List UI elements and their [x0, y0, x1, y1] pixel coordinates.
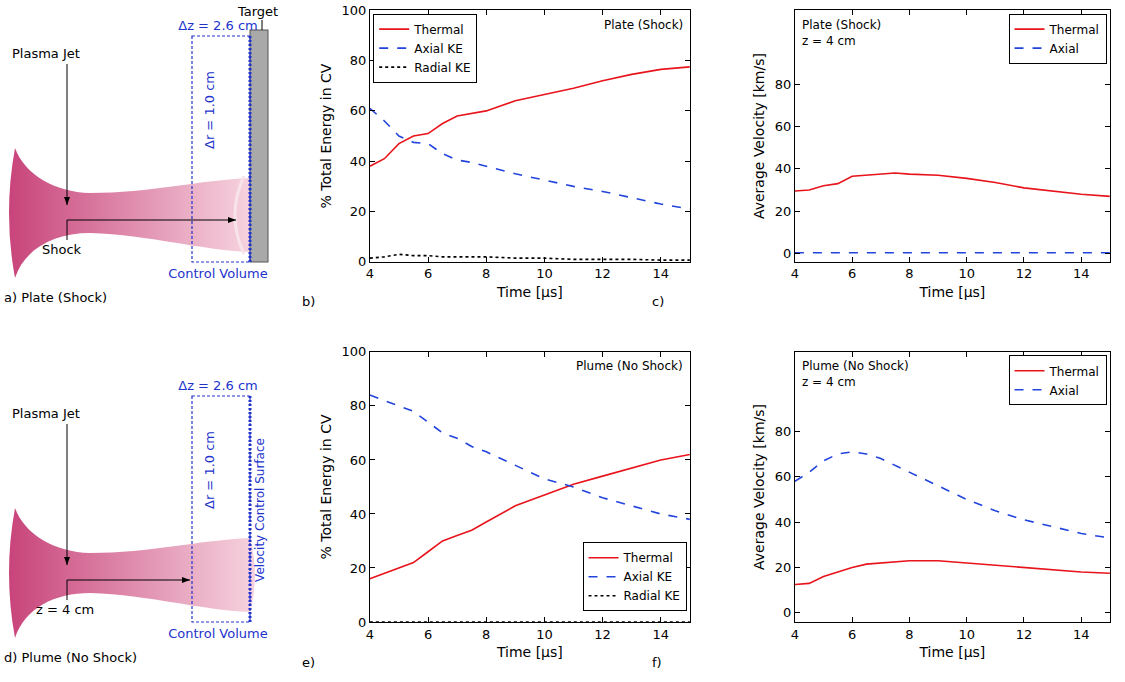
svg-text:Plume (No Shock): Plume (No Shock)	[576, 359, 683, 373]
svg-text:Axial KE: Axial KE	[624, 570, 673, 584]
svg-text:Time [μs]: Time [μs]	[496, 284, 563, 300]
svg-text:d) Plume (No Shock): d) Plume (No Shock)	[4, 650, 137, 665]
svg-text:10: 10	[958, 627, 975, 642]
svg-text:Δz = 2.6 cm: Δz = 2.6 cm	[178, 378, 258, 393]
svg-text:100: 100	[341, 3, 366, 18]
svg-text:20: 20	[350, 561, 367, 576]
svg-text:80: 80	[775, 77, 792, 92]
svg-text:4: 4	[366, 627, 374, 642]
svg-text:Thermal: Thermal	[1049, 365, 1099, 379]
svg-text:b): b)	[302, 294, 315, 309]
svg-text:Velocity Control Surface: Velocity Control Surface	[253, 438, 267, 582]
svg-text:0: 0	[358, 254, 366, 269]
svg-text:8: 8	[905, 266, 913, 281]
svg-text:10: 10	[536, 627, 553, 642]
svg-text:0: 0	[783, 246, 791, 261]
svg-text:6: 6	[424, 266, 432, 281]
svg-text:Time [μs]: Time [μs]	[918, 284, 985, 300]
svg-text:Axial: Axial	[1050, 384, 1079, 398]
svg-text:10: 10	[536, 266, 553, 281]
svg-text:Time [μs]: Time [μs]	[496, 644, 563, 660]
svg-text:Target: Target	[237, 4, 278, 19]
svg-text:80: 80	[350, 398, 367, 413]
svg-text:20: 20	[350, 204, 367, 219]
svg-text:10: 10	[958, 266, 975, 281]
svg-text:Axial: Axial	[1050, 42, 1079, 56]
svg-text:Plasma Jet: Plasma Jet	[12, 406, 80, 421]
svg-text:% Total Energy in CV: % Total Energy in CV	[318, 63, 334, 208]
svg-text:Plasma Jet: Plasma Jet	[12, 46, 80, 61]
svg-text:60: 60	[350, 452, 367, 467]
svg-text:40: 40	[350, 154, 367, 169]
svg-text:e): e)	[302, 655, 315, 670]
svg-text:Plate (Shock): Plate (Shock)	[604, 18, 683, 32]
svg-text:12: 12	[1016, 627, 1033, 642]
svg-text:4: 4	[366, 266, 374, 281]
svg-text:6: 6	[424, 627, 432, 642]
svg-text:12: 12	[594, 266, 611, 281]
svg-text:Plume (No Shock)z = 4 cm: Plume (No Shock)z = 4 cm	[802, 359, 909, 389]
svg-text:8: 8	[905, 627, 913, 642]
svg-text:8: 8	[482, 266, 490, 281]
svg-text:60: 60	[350, 103, 367, 118]
svg-text:f): f)	[652, 655, 662, 670]
svg-text:0: 0	[783, 605, 791, 620]
svg-text:14: 14	[1073, 266, 1090, 281]
svg-text:6: 6	[848, 627, 856, 642]
svg-text:12: 12	[1016, 266, 1033, 281]
svg-text:a) Plate (Shock): a) Plate (Shock)	[4, 290, 107, 305]
svg-text:Control Volume: Control Volume	[168, 626, 267, 641]
svg-text:c): c)	[652, 294, 664, 309]
svg-text:Time [μs]: Time [μs]	[918, 644, 985, 660]
svg-text:14: 14	[653, 266, 670, 281]
svg-text:Axial KE: Axial KE	[414, 42, 463, 56]
svg-text:4: 4	[791, 266, 799, 281]
svg-text:Δr = 1.0 cm: Δr = 1.0 cm	[202, 71, 217, 149]
svg-text:20: 20	[775, 560, 792, 575]
svg-text:60: 60	[775, 119, 792, 134]
svg-text:Control Volume: Control Volume	[168, 266, 267, 281]
svg-text:14: 14	[1073, 627, 1090, 642]
svg-text:40: 40	[775, 515, 792, 530]
svg-text:Plate (Shock)z = 4 cm: Plate (Shock)z = 4 cm	[802, 18, 881, 48]
svg-text:Thermal: Thermal	[1049, 23, 1099, 37]
svg-text:Shock: Shock	[42, 242, 82, 257]
svg-text:Radial KE: Radial KE	[414, 61, 470, 75]
svg-text:z = 4 cm: z = 4 cm	[36, 602, 94, 617]
svg-text:Δz = 2.6 cm: Δz = 2.6 cm	[178, 18, 258, 33]
svg-text:20: 20	[775, 204, 792, 219]
svg-text:Radial KE: Radial KE	[624, 589, 680, 603]
svg-text:Average Velocity [km/s]: Average Velocity [km/s]	[751, 53, 767, 219]
svg-text:Δr = 1.0 cm: Δr = 1.0 cm	[202, 431, 217, 509]
svg-text:Average Velocity [km/s]: Average Velocity [km/s]	[751, 404, 767, 570]
svg-text:40: 40	[775, 161, 792, 176]
svg-text:% Total Energy in CV: % Total Energy in CV	[318, 414, 334, 559]
svg-text:8: 8	[482, 627, 490, 642]
svg-text:6: 6	[848, 266, 856, 281]
svg-text:60: 60	[775, 469, 792, 484]
svg-text:80: 80	[350, 53, 367, 68]
svg-text:Thermal: Thermal	[413, 23, 463, 37]
svg-text:4: 4	[791, 627, 799, 642]
svg-text:40: 40	[350, 507, 367, 522]
svg-text:100: 100	[341, 344, 366, 359]
svg-text:80: 80	[775, 424, 792, 439]
svg-text:0: 0	[358, 615, 366, 630]
svg-text:12: 12	[594, 627, 611, 642]
svg-text:14: 14	[653, 627, 670, 642]
svg-text:Thermal: Thermal	[623, 551, 673, 565]
